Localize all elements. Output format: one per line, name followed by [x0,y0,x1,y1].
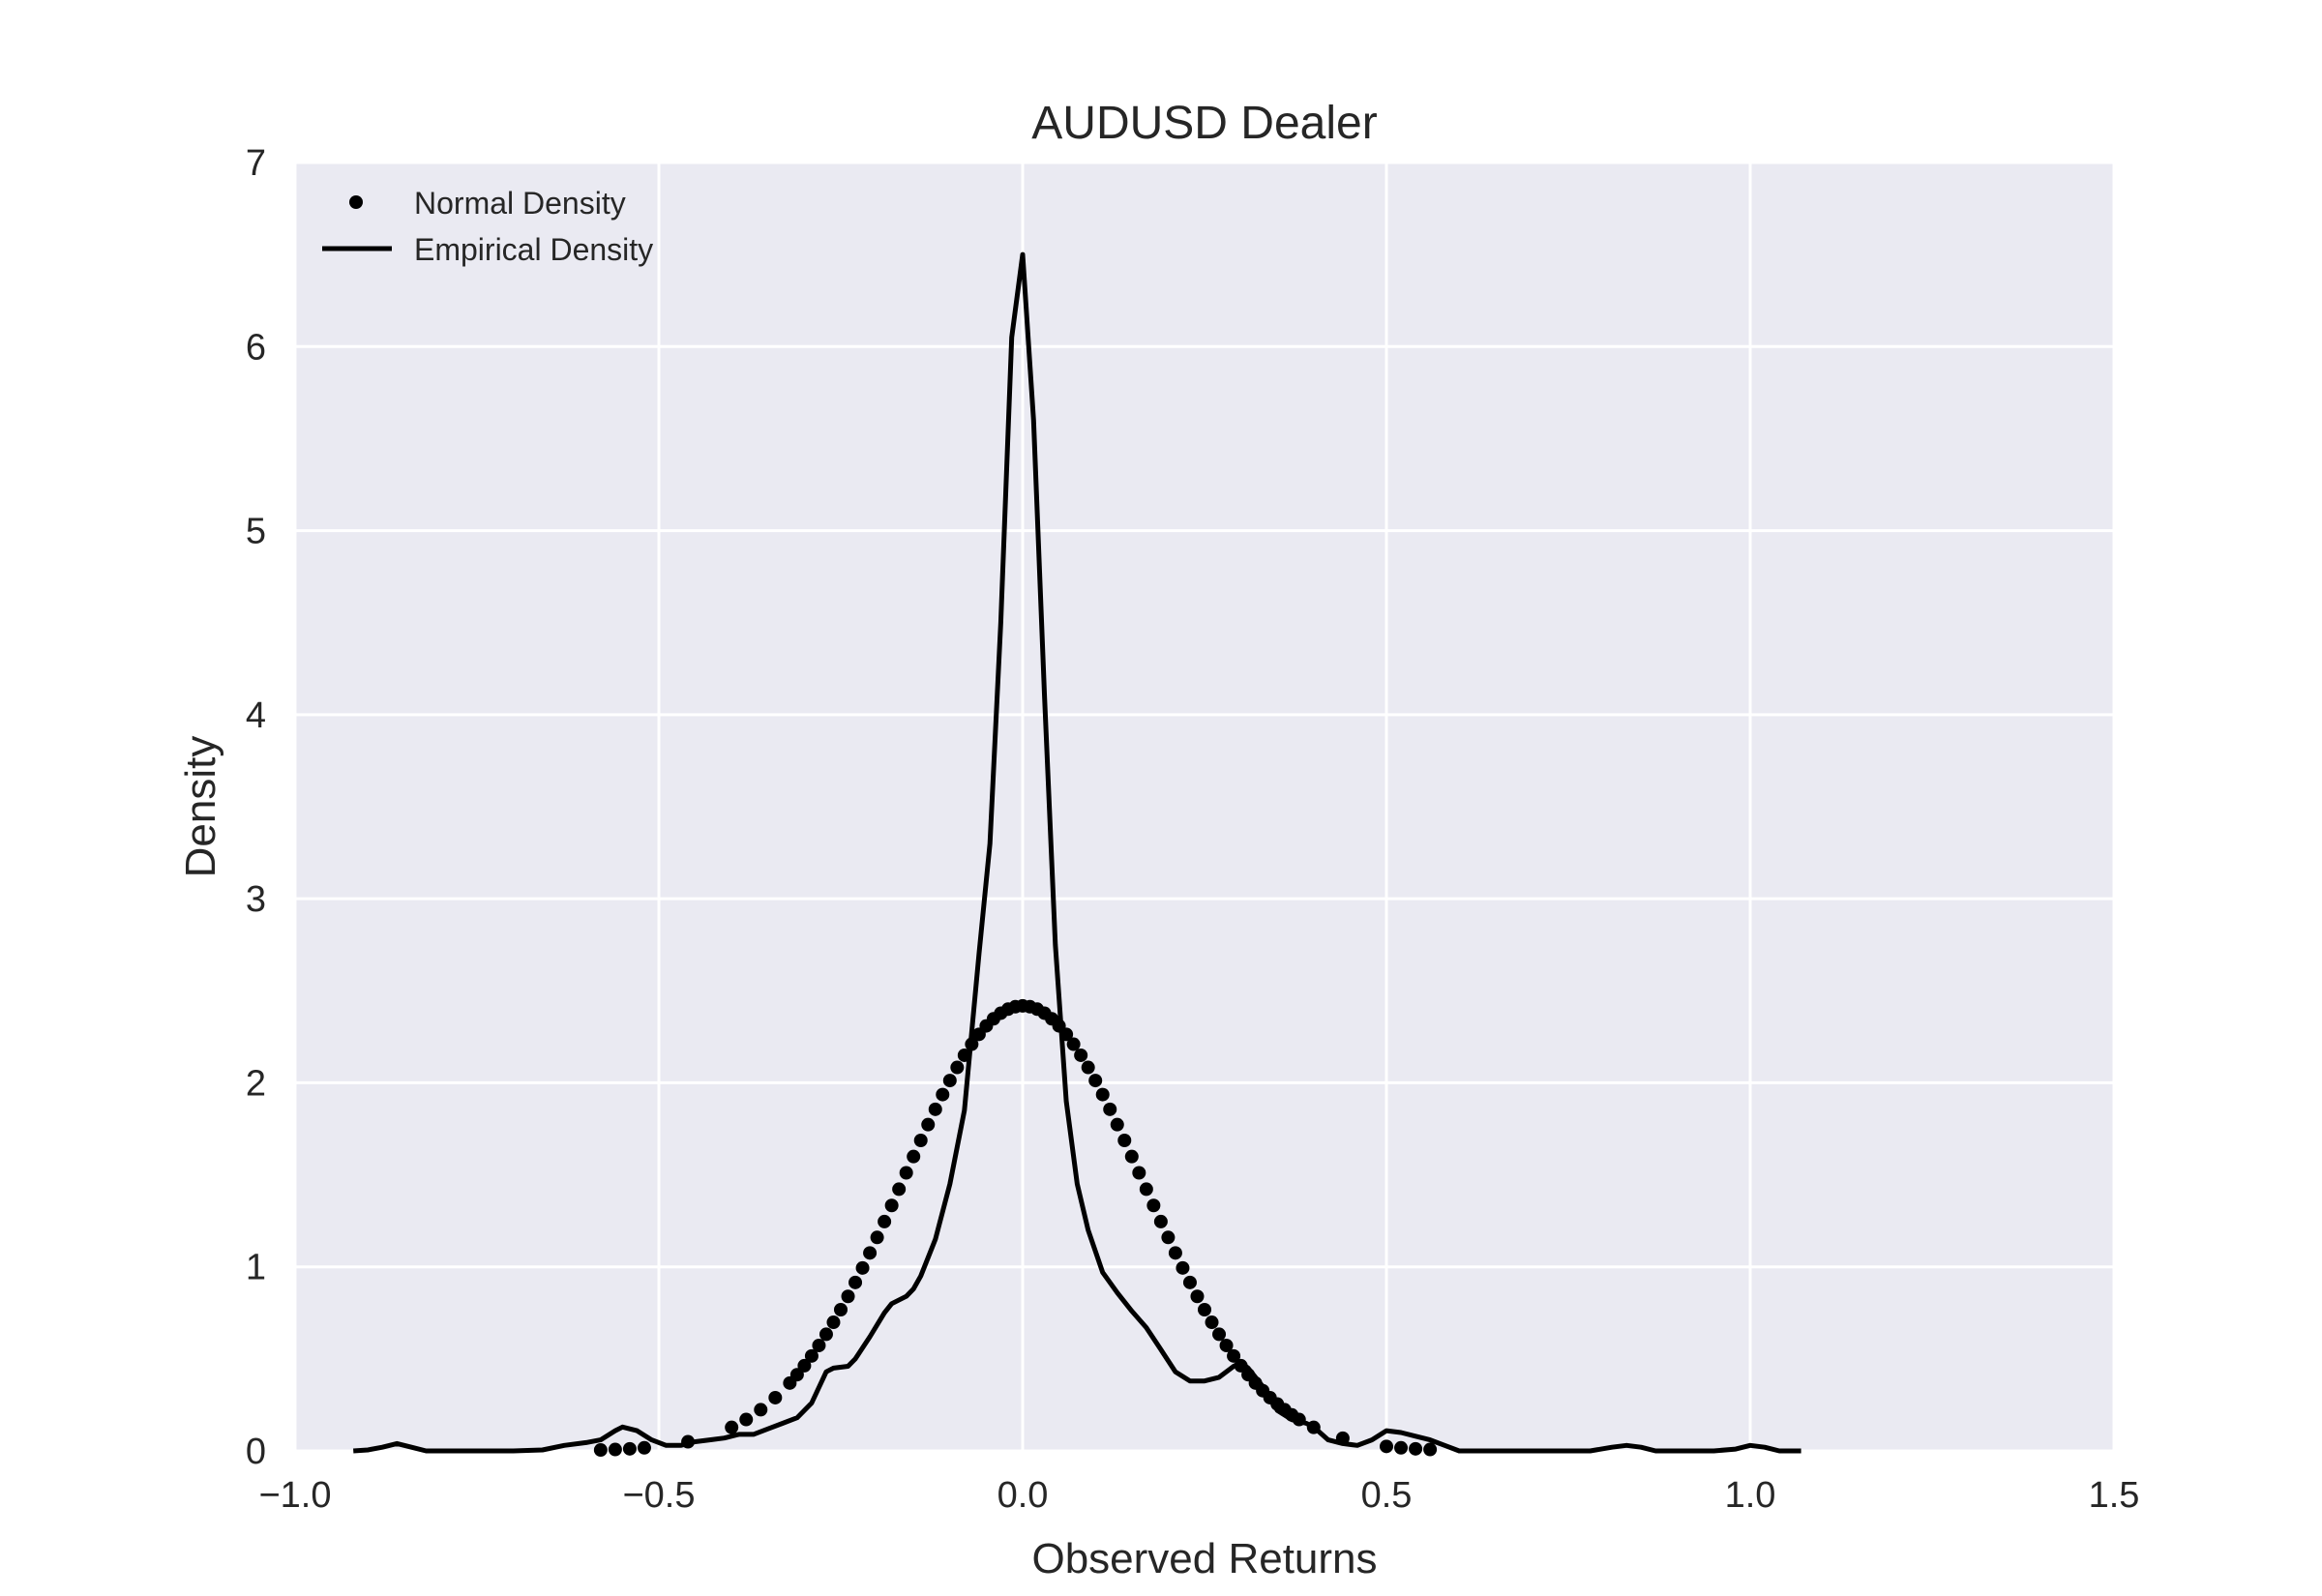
normal-density-point [1132,1166,1146,1180]
x-tick-label: 0.0 [997,1475,1049,1516]
series-normal-density [593,998,1438,1458]
legend-label-normal-density: Normal Density [414,186,626,221]
normal-density-point [942,1074,957,1088]
normal-density-point [768,1390,783,1404]
normal-density-point [1212,1327,1227,1342]
normal-density-point [797,1358,812,1373]
y-tick-label: 5 [246,512,266,552]
x-tick-label: −1.0 [258,1475,331,1516]
normal-density-point [907,1149,921,1164]
normal-density-point [1227,1348,1241,1363]
y-tick-label: 7 [246,143,266,184]
normal-density-point [899,1166,913,1180]
normal-density-point [622,1441,637,1456]
normal-density-point [1205,1315,1219,1330]
x-tick-label: 1.5 [2089,1475,2140,1516]
y-axis-label: Density [177,736,224,878]
y-tick-label: 1 [246,1248,266,1288]
normal-density-point [789,1368,804,1382]
normal-density-point [1074,1048,1088,1062]
legend-label-empirical-density: Empirical Density [414,232,653,267]
normal-density-point [884,1198,899,1213]
normal-density-point [848,1275,863,1289]
normal-density-point [921,1117,936,1132]
normal-density-point [1182,1275,1197,1289]
normal-density-point [1139,1182,1153,1197]
normal-density-point [1124,1149,1139,1164]
normal-density-point [754,1403,768,1417]
normal-density-point [593,1443,608,1458]
normal-density-point [1409,1441,1423,1456]
normal-density-point [1153,1214,1168,1228]
normal-density-point [1161,1230,1176,1245]
x-tick-label: 0.5 [1361,1475,1413,1516]
normal-density-point [608,1442,622,1457]
x-axis-ticks: −1.0 −0.5 0.0 0.5 1.0 1.5 [258,1475,2139,1516]
normal-density-point [1066,1037,1081,1051]
normal-density-point [1198,1303,1211,1317]
normal-density-point [725,1420,739,1434]
normal-density-point [1394,1440,1409,1455]
normal-density-point [1095,1087,1110,1102]
y-tick-label: 6 [246,327,266,368]
normal-density-point [870,1230,884,1245]
normal-density-point [878,1214,892,1228]
normal-density-point [1176,1260,1190,1275]
y-tick-label: 4 [246,695,266,736]
normal-density-point [812,1338,826,1352]
normal-density-point [1146,1198,1161,1213]
series-empirical-density [353,251,1801,1454]
normal-density-point [863,1246,878,1260]
normal-density-point [1219,1338,1234,1352]
y-tick-label: 3 [246,879,266,920]
normal-density-point [855,1260,870,1275]
normal-density-point [804,1348,819,1363]
y-axis-ticks: 0 1 2 3 4 5 6 7 [246,143,266,1472]
normal-density-point [637,1440,651,1455]
normal-density-point [936,1087,950,1102]
normal-density-point [1088,1074,1103,1088]
normal-density-point [892,1182,907,1197]
normal-density-point [1423,1442,1438,1457]
normal-density-point [950,1060,965,1075]
normal-density-point [1168,1246,1182,1260]
y-tick-label: 2 [246,1063,266,1104]
normal-density-point [1117,1134,1132,1148]
x-tick-label: 1.0 [1725,1475,1776,1516]
empirical-density-line [353,251,1801,1454]
normal-density-point [1103,1102,1117,1116]
normal-density-point [1380,1439,1393,1454]
x-axis-label: Observed Returns [1031,1535,1377,1582]
normal-density-point [841,1289,855,1304]
normal-density-point [1081,1060,1095,1075]
normal-density-point [1110,1117,1124,1132]
normal-density-point [834,1303,848,1317]
normal-density-point [1190,1289,1205,1304]
plot-background [295,163,2114,1451]
x-tick-label: −0.5 [622,1475,695,1516]
normal-density-point [819,1327,833,1342]
normal-density-point [928,1102,942,1116]
y-tick-label: 0 [246,1432,266,1472]
grid [293,161,2116,1453]
normal-density-point [739,1412,754,1427]
normal-density-point [913,1134,928,1148]
legend-marker-normal-density [349,195,363,209]
chart-title: AUDUSD Dealer [1031,98,1377,149]
normal-density-point [826,1315,841,1330]
legend: Normal Density Empirical Density [322,186,653,267]
